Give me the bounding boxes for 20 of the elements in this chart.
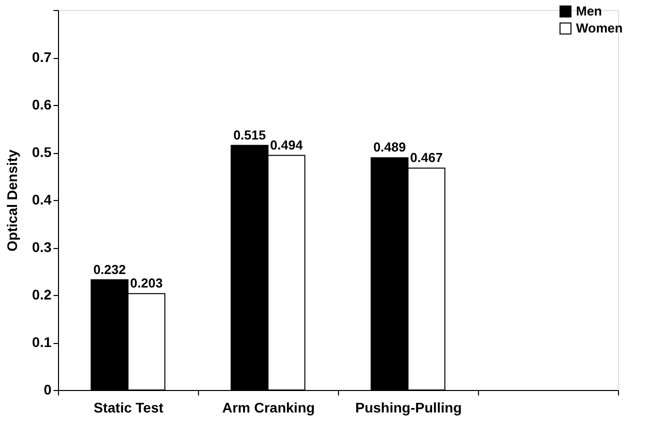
x-tick-label: Pushing-Pulling: [355, 400, 462, 416]
y-tick-label: 0.1: [32, 334, 52, 350]
y-tick-label: 0.3: [32, 239, 52, 255]
data-label: 0.232: [93, 262, 126, 277]
legend-label: Women: [576, 20, 623, 36]
data-label: 0.467: [410, 150, 443, 166]
data-label: 0.494: [270, 137, 304, 152]
y-tick-label: 0.5: [32, 144, 52, 160]
y-tick-label: 0.7: [32, 49, 52, 65]
y-tick-label: 0: [44, 382, 52, 398]
data-label: 0.489: [373, 140, 406, 155]
legend-label: Men: [576, 4, 602, 18]
y-tick-label: 0.6: [32, 96, 52, 112]
y-tick-label: 0.2: [32, 286, 52, 302]
data-label: 0.515: [233, 127, 266, 142]
y-tick-label: 0.4: [32, 192, 52, 208]
x-tick-label: Static Test: [94, 400, 164, 416]
y-axis-title: Optical Density: [4, 149, 20, 252]
data-label: 0.203: [130, 276, 163, 291]
x-tick-label: Arm Cranking: [222, 400, 315, 416]
